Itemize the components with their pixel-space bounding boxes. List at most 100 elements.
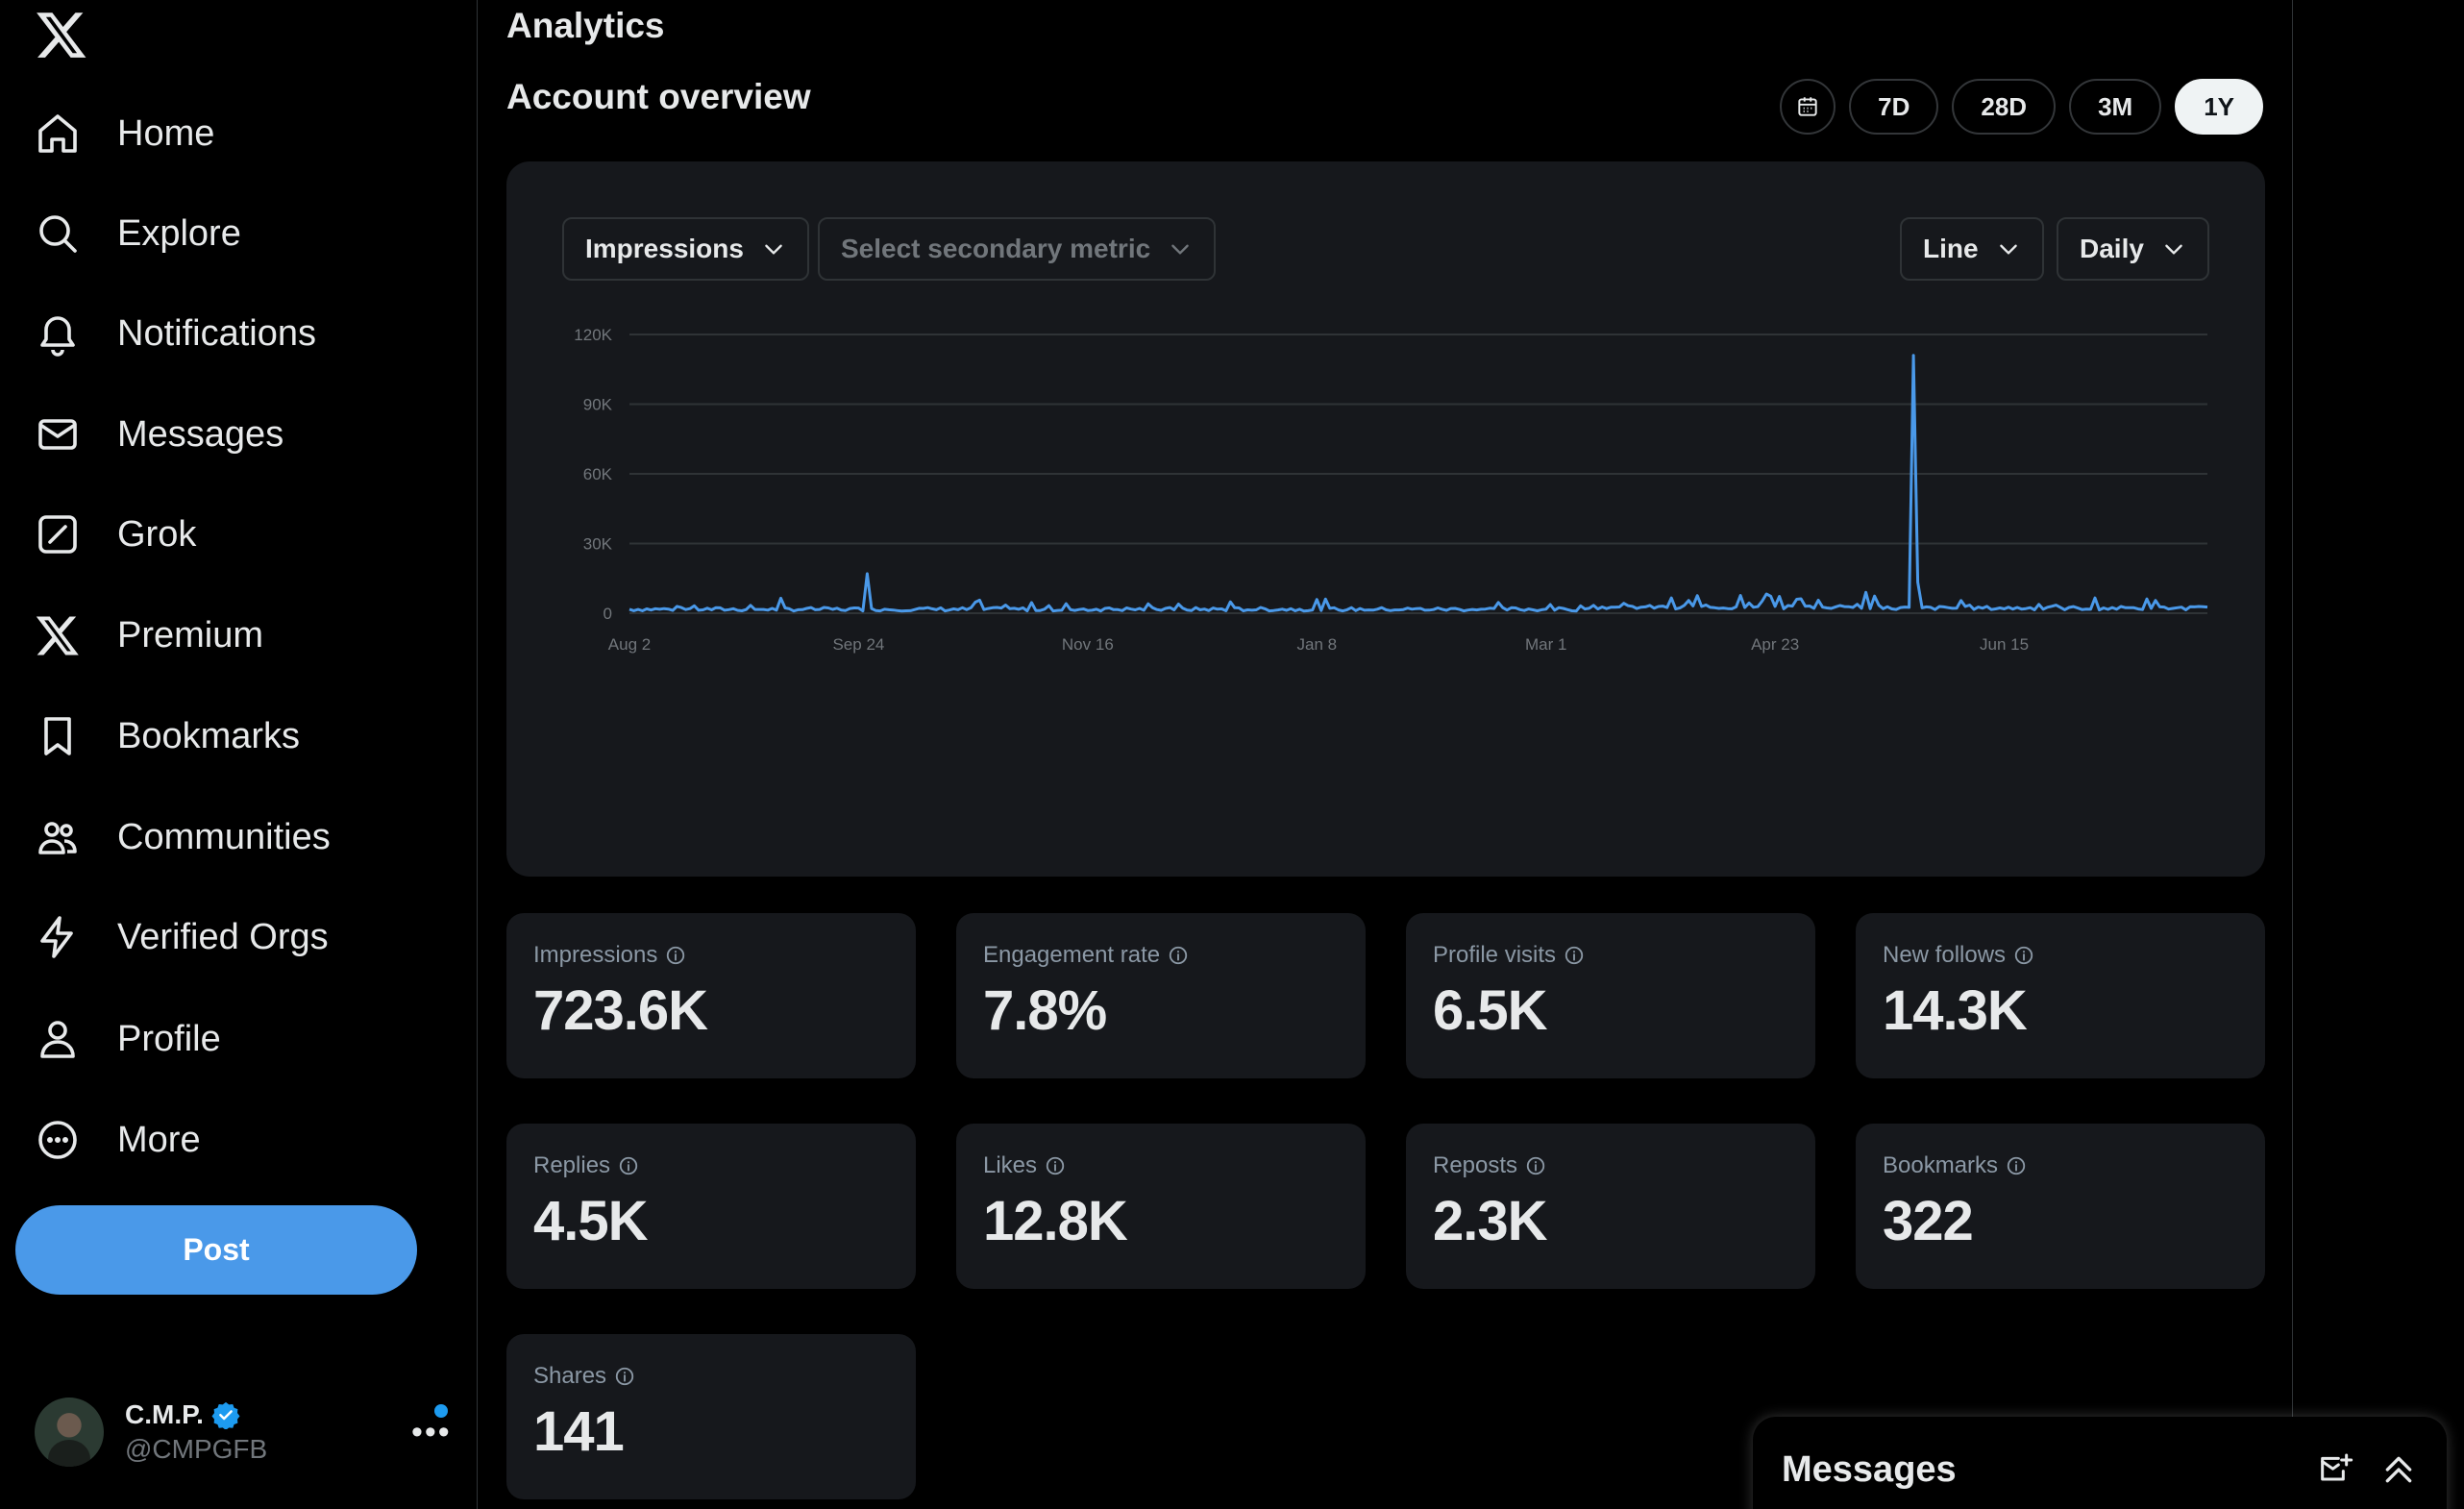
range-28d-button[interactable]: 28D <box>1952 79 2057 135</box>
messages-drawer[interactable]: Messages <box>1753 1417 2447 1509</box>
impressions-chart[interactable]: 0 30K 60K 90K 120K Aug 2 Sep 24 Nov 16 Jan 8 Mar … <box>506 306 2265 844</box>
info-icon[interactable] <box>618 1155 639 1176</box>
metric-value: 2.3K <box>1433 1190 1548 1252</box>
calendar-icon <box>1798 97 1817 116</box>
y-tick-label: 120K <box>574 326 612 344</box>
chevron-down-icon <box>2165 244 2182 255</box>
metric-value: 322 <box>1883 1190 1974 1252</box>
range-3m-button[interactable]: 3M <box>2069 79 2162 135</box>
metric-label-text: Replies <box>533 1152 611 1178</box>
nav-label-premium: Premium <box>117 614 264 656</box>
chart-type-dropdown[interactable]: Line <box>1900 217 2044 281</box>
chevron-down-icon <box>765 244 782 255</box>
nav-item-communities[interactable]: Communities <box>35 804 331 871</box>
metric-label: Shares <box>533 1363 889 1390</box>
nav-item-home[interactable]: Home <box>35 100 214 167</box>
metric-card-bookmarks[interactable]: Bookmarks 322 <box>1856 1124 2265 1289</box>
bookmark-icon <box>44 717 71 755</box>
nav-item-premium[interactable]: Premium <box>35 602 263 669</box>
metric-card-likes[interactable]: Likes 12.8K <box>956 1124 1366 1289</box>
metric-label-text: Reposts <box>1433 1152 1518 1178</box>
chart-type-label: Line <box>1923 234 1979 263</box>
nav-item-profile[interactable]: Profile <box>35 1005 221 1073</box>
calendar-button[interactable] <box>1780 79 1836 135</box>
account-name: C.M.P. <box>125 1399 204 1429</box>
info-icon[interactable] <box>2006 1155 2027 1176</box>
metric-card-engagement-rate[interactable]: Engagement rate 7.8% <box>956 913 1366 1078</box>
home-icon <box>38 114 77 153</box>
nav-item-explore[interactable]: Explore <box>35 200 241 267</box>
metric-card-reposts[interactable]: Reposts 2.3K <box>1406 1124 1815 1289</box>
secondary-metric-placeholder: Select secondary metric <box>841 234 1151 263</box>
notification-dot <box>434 1404 448 1418</box>
metric-card-shares[interactable]: Shares 141 <box>506 1334 916 1499</box>
y-tick-label: 0 <box>604 605 612 623</box>
metric-label: Profile visits <box>1433 942 1788 969</box>
post-button[interactable]: Post <box>15 1205 417 1295</box>
metric-label-text: Bookmarks <box>1883 1152 1999 1178</box>
info-icon[interactable] <box>1168 945 1189 966</box>
avatar <box>35 1398 104 1467</box>
metric-label: New follows <box>1883 942 2238 969</box>
y-tick-label: 30K <box>583 535 613 554</box>
metric-card-impressions[interactable]: Impressions 723.6K <box>506 913 916 1078</box>
page-title: Analytics <box>506 6 665 45</box>
x-tick-label: Mar 1 <box>1525 635 1566 654</box>
nav-item-more[interactable]: More <box>35 1106 201 1174</box>
metric-label: Replies <box>533 1152 889 1179</box>
metric-label-text: Impressions <box>533 942 658 968</box>
nav-item-grok[interactable]: Grok <box>35 501 196 568</box>
info-icon[interactable] <box>665 945 686 966</box>
x-tick-label: Jan 8 <box>1296 635 1337 654</box>
info-icon[interactable] <box>614 1366 635 1387</box>
metric-label: Reposts <box>1433 1152 1788 1179</box>
new-message-icon[interactable] <box>2316 1450 2354 1489</box>
bell-icon <box>40 316 75 357</box>
range-1y-button[interactable]: 1Y <box>2175 79 2263 135</box>
x-tick-label: Nov 16 <box>1062 635 1114 654</box>
account-switcher[interactable]: C.M.P. @CMPGFB ••• <box>35 1389 457 1475</box>
nav-label-more: More <box>117 1119 201 1160</box>
search-icon <box>39 215 77 253</box>
metric-card-replies[interactable]: Replies 4.5K <box>506 1124 916 1289</box>
primary-metric-label: Impressions <box>585 234 744 263</box>
account-handle: @CMPGFB <box>125 1434 268 1464</box>
metric-label: Likes <box>983 1152 1339 1179</box>
nav-item-notifications[interactable]: Notifications <box>35 300 316 367</box>
x-tick-label: Aug 2 <box>608 635 651 654</box>
chart-card: Impressions Select secondary metric Line… <box>506 161 2265 877</box>
info-icon[interactable] <box>1564 945 1585 966</box>
x-logo-icon[interactable] <box>35 8 88 62</box>
metric-card-profile-visits[interactable]: Profile visits 6.5K <box>1406 913 1815 1078</box>
nav-item-messages[interactable]: Messages <box>35 401 283 468</box>
verified-badge-icon <box>211 1401 240 1429</box>
nav-label-communities: Communities <box>117 816 331 857</box>
chevron-double-up-icon[interactable] <box>2379 1450 2418 1489</box>
granularity-dropdown[interactable]: Daily <box>2057 217 2209 281</box>
range-7d-button[interactable]: 7D <box>1849 79 1939 135</box>
info-icon[interactable] <box>1045 1155 1066 1176</box>
metric-label-text: Engagement rate <box>983 942 1161 968</box>
metric-label: Bookmarks <box>1883 1152 2238 1179</box>
info-icon[interactable] <box>1525 1155 1546 1176</box>
nav-item-verified-orgs[interactable]: Verified Orgs <box>35 903 329 971</box>
date-range-selector: 7D 28D 3M 1Y <box>1780 79 2263 135</box>
more-dots-icon[interactable]: ••• <box>411 1414 452 1450</box>
metric-label: Engagement rate <box>983 942 1339 969</box>
chevron-down-icon <box>1999 244 2017 255</box>
metric-label-text: Shares <box>533 1363 607 1389</box>
lightning-icon <box>40 916 73 958</box>
primary-metric-dropdown[interactable]: Impressions <box>562 217 809 281</box>
info-icon[interactable] <box>2013 945 2034 966</box>
metric-card-new-follows[interactable]: New follows 14.3K <box>1856 913 2265 1078</box>
y-tick-label: 60K <box>583 465 613 483</box>
x-tick-label: Jun 15 <box>1980 635 2029 654</box>
metric-value: 14.3K <box>1883 979 2028 1042</box>
metric-label-text: Likes <box>983 1152 1038 1178</box>
metric-label-text: Profile visits <box>1433 942 1557 968</box>
section-title: Account overview <box>506 77 811 116</box>
impressions-series-line <box>628 354 2208 613</box>
secondary-metric-dropdown[interactable]: Select secondary metric <box>818 217 1217 281</box>
metric-value: 6.5K <box>1433 979 1548 1042</box>
nav-item-bookmarks[interactable]: Bookmarks <box>35 703 300 770</box>
